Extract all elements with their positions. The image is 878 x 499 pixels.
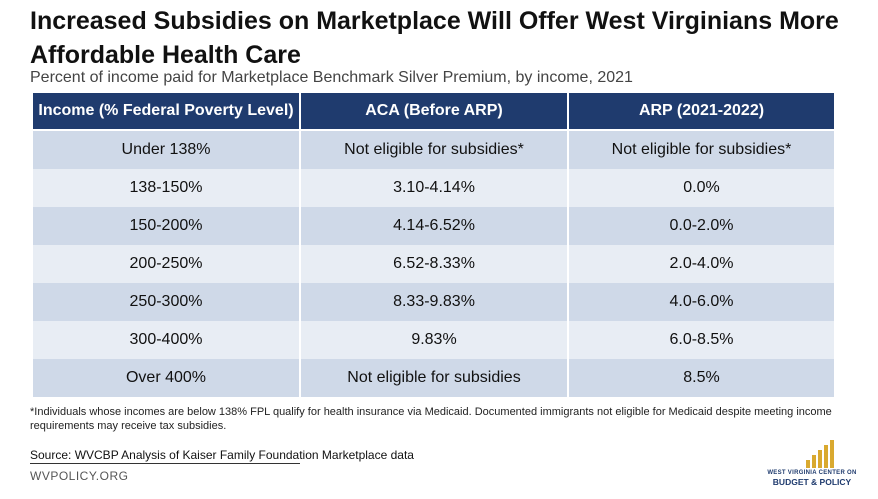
- table-cell-income: Over 400%: [31, 359, 301, 397]
- table-cell-income: 250-300%: [31, 283, 301, 321]
- subsidy-table: Income (% Federal Poverty Level) ACA (Be…: [31, 93, 836, 397]
- chart-subtitle: Percent of income paid for Marketplace B…: [30, 69, 633, 86]
- table-cell-arp: 4.0-6.0%: [567, 283, 836, 321]
- table-header-row: Income (% Federal Poverty Level) ACA (Be…: [31, 93, 836, 131]
- table-cell-income: 138-150%: [31, 169, 301, 207]
- table-cell-arp: 0.0-2.0%: [567, 207, 836, 245]
- table-row: 150-200% 4.14-6.52% 0.0-2.0%: [31, 207, 836, 245]
- table-cell-arp: Not eligible for subsidies*: [567, 130, 836, 169]
- table-row: 300-400% 9.83% 6.0-8.5%: [31, 321, 836, 359]
- table-row: Under 138% Not eligible for subsidies* N…: [31, 130, 836, 169]
- wvcbp-logo: WEST VIRGINIA CENTER ON BUDGET & POLICY: [762, 440, 862, 490]
- source-note: Source: WVCBP Analysis of Kaiser Family …: [30, 448, 414, 462]
- table-cell-arp: 8.5%: [567, 359, 836, 397]
- table-cell-arp: 0.0%: [567, 169, 836, 207]
- chart-title: Increased Subsidies on Marketplace Will …: [30, 7, 839, 69]
- column-header-arp: ARP (2021-2022): [567, 93, 836, 131]
- table-cell-aca: 3.10-4.14%: [299, 169, 569, 207]
- table-cell-income: 300-400%: [31, 321, 301, 359]
- footer-divider: [30, 463, 300, 464]
- column-header-aca: ACA (Before ARP): [299, 93, 569, 131]
- table-cell-income: 150-200%: [31, 207, 301, 245]
- table-cell-aca: 4.14-6.52%: [299, 207, 569, 245]
- table-row: 138-150% 3.10-4.14% 0.0%: [31, 169, 836, 207]
- table-cell-aca: 9.83%: [299, 321, 569, 359]
- table-row: 200-250% 6.52-8.33% 2.0-4.0%: [31, 245, 836, 283]
- table-row: 250-300% 8.33-9.83% 4.0-6.0%: [31, 283, 836, 321]
- logo-org-line2: BUDGET & POLICY: [772, 477, 852, 487]
- bar-chart-icon: [806, 440, 846, 468]
- table-cell-arp: 6.0-8.5%: [567, 321, 836, 359]
- table-cell-aca: Not eligible for subsidies*: [299, 130, 569, 169]
- table-cell-aca: 8.33-9.83%: [299, 283, 569, 321]
- column-header-income: Income (% Federal Poverty Level): [31, 93, 301, 131]
- table-cell-income: Under 138%: [31, 130, 301, 169]
- table-row: Over 400% Not eligible for subsidies 8.5…: [31, 359, 836, 397]
- logo-org-line1: WEST VIRGINIA CENTER ON: [767, 470, 857, 476]
- table-cell-income: 200-250%: [31, 245, 301, 283]
- table-cell-arp: 2.0-4.0%: [567, 245, 836, 283]
- website-url: WVPOLICY.ORG: [30, 469, 129, 483]
- table-cell-aca: 6.52-8.33%: [299, 245, 569, 283]
- table-cell-aca: Not eligible for subsidies: [299, 359, 569, 397]
- footnote: *Individuals whose incomes are below 138…: [30, 406, 832, 432]
